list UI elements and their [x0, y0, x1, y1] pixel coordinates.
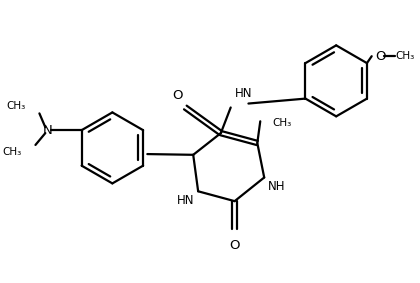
Text: CH₃: CH₃ — [395, 51, 415, 61]
Text: O: O — [375, 50, 386, 63]
Text: CH₃: CH₃ — [3, 147, 22, 157]
Text: NH: NH — [268, 181, 286, 194]
Text: N: N — [42, 124, 52, 137]
Text: O: O — [229, 239, 240, 252]
Text: HN: HN — [235, 87, 252, 100]
Text: O: O — [172, 89, 183, 102]
Text: CH₃: CH₃ — [6, 102, 26, 112]
Text: HN: HN — [177, 194, 194, 207]
Text: CH₃: CH₃ — [272, 118, 291, 128]
